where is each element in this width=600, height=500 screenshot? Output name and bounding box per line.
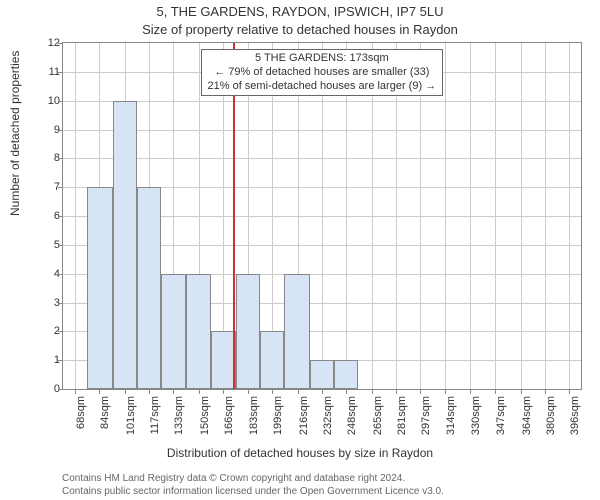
gridline-v xyxy=(495,43,496,389)
y-tick-mark xyxy=(58,245,62,246)
y-tick-label: 3 xyxy=(40,297,60,309)
x-tick-label: 216sqm xyxy=(298,396,310,446)
x-tick-label: 380sqm xyxy=(545,396,557,446)
y-axis-label: Number of detached properties xyxy=(8,51,22,216)
y-tick-label: 0 xyxy=(40,383,60,395)
x-tick-label: 330sqm xyxy=(470,396,482,446)
histogram-bar xyxy=(161,274,187,389)
x-tick-label: 232sqm xyxy=(322,396,334,446)
y-tick-mark xyxy=(58,389,62,390)
histogram-bar xyxy=(137,187,161,389)
chart-title: 5, THE GARDENS, RAYDON, IPSWICH, IP7 5LU xyxy=(0,4,600,19)
x-tick-mark xyxy=(521,390,522,394)
x-tick-label: 347sqm xyxy=(495,396,507,446)
y-tick-label: 7 xyxy=(40,181,60,193)
x-tick-mark xyxy=(569,390,570,394)
chart-container: 5, THE GARDENS, RAYDON, IPSWICH, IP7 5LU… xyxy=(0,0,600,500)
x-tick-label: 265sqm xyxy=(372,396,384,446)
x-tick-mark xyxy=(346,390,347,394)
histogram-bar xyxy=(236,274,260,389)
x-tick-mark xyxy=(248,390,249,394)
histogram-bar xyxy=(186,274,210,389)
y-tick-mark xyxy=(58,216,62,217)
y-tick-mark xyxy=(58,187,62,188)
x-tick-mark xyxy=(470,390,471,394)
x-tick-mark xyxy=(445,390,446,394)
annotation-line2: ← 79% of detached houses are smaller (33… xyxy=(208,66,437,80)
y-tick-mark xyxy=(58,72,62,73)
footer-line1: Contains HM Land Registry data © Crown c… xyxy=(62,473,405,484)
y-tick-mark xyxy=(58,274,62,275)
footer-line2: Contains public sector information licen… xyxy=(62,486,444,497)
x-tick-label: 150sqm xyxy=(199,396,211,446)
annotation-line1: 5 THE GARDENS: 173sqm xyxy=(208,52,437,66)
x-tick-label: 183sqm xyxy=(248,396,260,446)
x-tick-label: 117sqm xyxy=(149,396,161,446)
y-tick-mark xyxy=(58,43,62,44)
y-tick-mark xyxy=(58,360,62,361)
gridline-v xyxy=(545,43,546,389)
x-tick-mark xyxy=(545,390,546,394)
y-tick-label: 4 xyxy=(40,268,60,280)
x-tick-mark xyxy=(125,390,126,394)
y-tick-label: 2 xyxy=(40,325,60,337)
y-tick-label: 1 xyxy=(40,354,60,366)
y-tick-label: 6 xyxy=(40,210,60,222)
annotation-line3: 21% of semi-detached houses are larger (… xyxy=(208,80,437,94)
x-tick-mark xyxy=(420,390,421,394)
x-axis-label: Distribution of detached houses by size … xyxy=(0,446,600,460)
gridline-v xyxy=(75,43,76,389)
x-tick-label: 101sqm xyxy=(125,396,137,446)
y-tick-label: 9 xyxy=(40,124,60,136)
x-tick-mark xyxy=(149,390,150,394)
x-tick-mark xyxy=(272,390,273,394)
y-tick-mark xyxy=(58,158,62,159)
x-tick-label: 297sqm xyxy=(420,396,432,446)
y-tick-mark xyxy=(58,331,62,332)
x-tick-label: 68sqm xyxy=(75,396,87,446)
x-tick-label: 364sqm xyxy=(521,396,533,446)
plot-area: 5 THE GARDENS: 173sqm ← 79% of detached … xyxy=(62,42,582,390)
histogram-bar xyxy=(113,101,137,389)
histogram-bar xyxy=(334,360,358,389)
x-tick-mark xyxy=(173,390,174,394)
x-tick-label: 133sqm xyxy=(173,396,185,446)
y-tick-mark xyxy=(58,101,62,102)
histogram-bar xyxy=(87,187,113,389)
histogram-bar xyxy=(284,274,310,389)
x-tick-mark xyxy=(223,390,224,394)
x-tick-label: 281sqm xyxy=(396,396,408,446)
chart-subtitle: Size of property relative to detached ho… xyxy=(0,22,600,37)
y-tick-label: 5 xyxy=(40,239,60,251)
gridline-v xyxy=(445,43,446,389)
gridline-v xyxy=(521,43,522,389)
x-tick-label: 199sqm xyxy=(272,396,284,446)
x-tick-label: 314sqm xyxy=(445,396,457,446)
histogram-bar xyxy=(260,331,284,389)
x-tick-label: 84sqm xyxy=(99,396,111,446)
y-tick-label: 8 xyxy=(40,152,60,164)
x-tick-mark xyxy=(372,390,373,394)
x-tick-mark xyxy=(75,390,76,394)
x-tick-mark xyxy=(322,390,323,394)
x-tick-label: 396sqm xyxy=(569,396,581,446)
y-tick-mark xyxy=(58,130,62,131)
x-tick-mark xyxy=(99,390,100,394)
x-tick-mark xyxy=(396,390,397,394)
y-tick-label: 12 xyxy=(40,37,60,49)
y-tick-mark xyxy=(58,303,62,304)
y-tick-label: 10 xyxy=(40,95,60,107)
x-tick-mark xyxy=(199,390,200,394)
gridline-v xyxy=(569,43,570,389)
annotation-box: 5 THE GARDENS: 173sqm ← 79% of detached … xyxy=(201,49,444,96)
histogram-bar xyxy=(310,360,334,389)
x-tick-label: 166sqm xyxy=(223,396,235,446)
x-tick-mark xyxy=(298,390,299,394)
gridline-v xyxy=(470,43,471,389)
x-tick-mark xyxy=(495,390,496,394)
x-tick-label: 248sqm xyxy=(346,396,358,446)
y-tick-label: 11 xyxy=(40,66,60,78)
